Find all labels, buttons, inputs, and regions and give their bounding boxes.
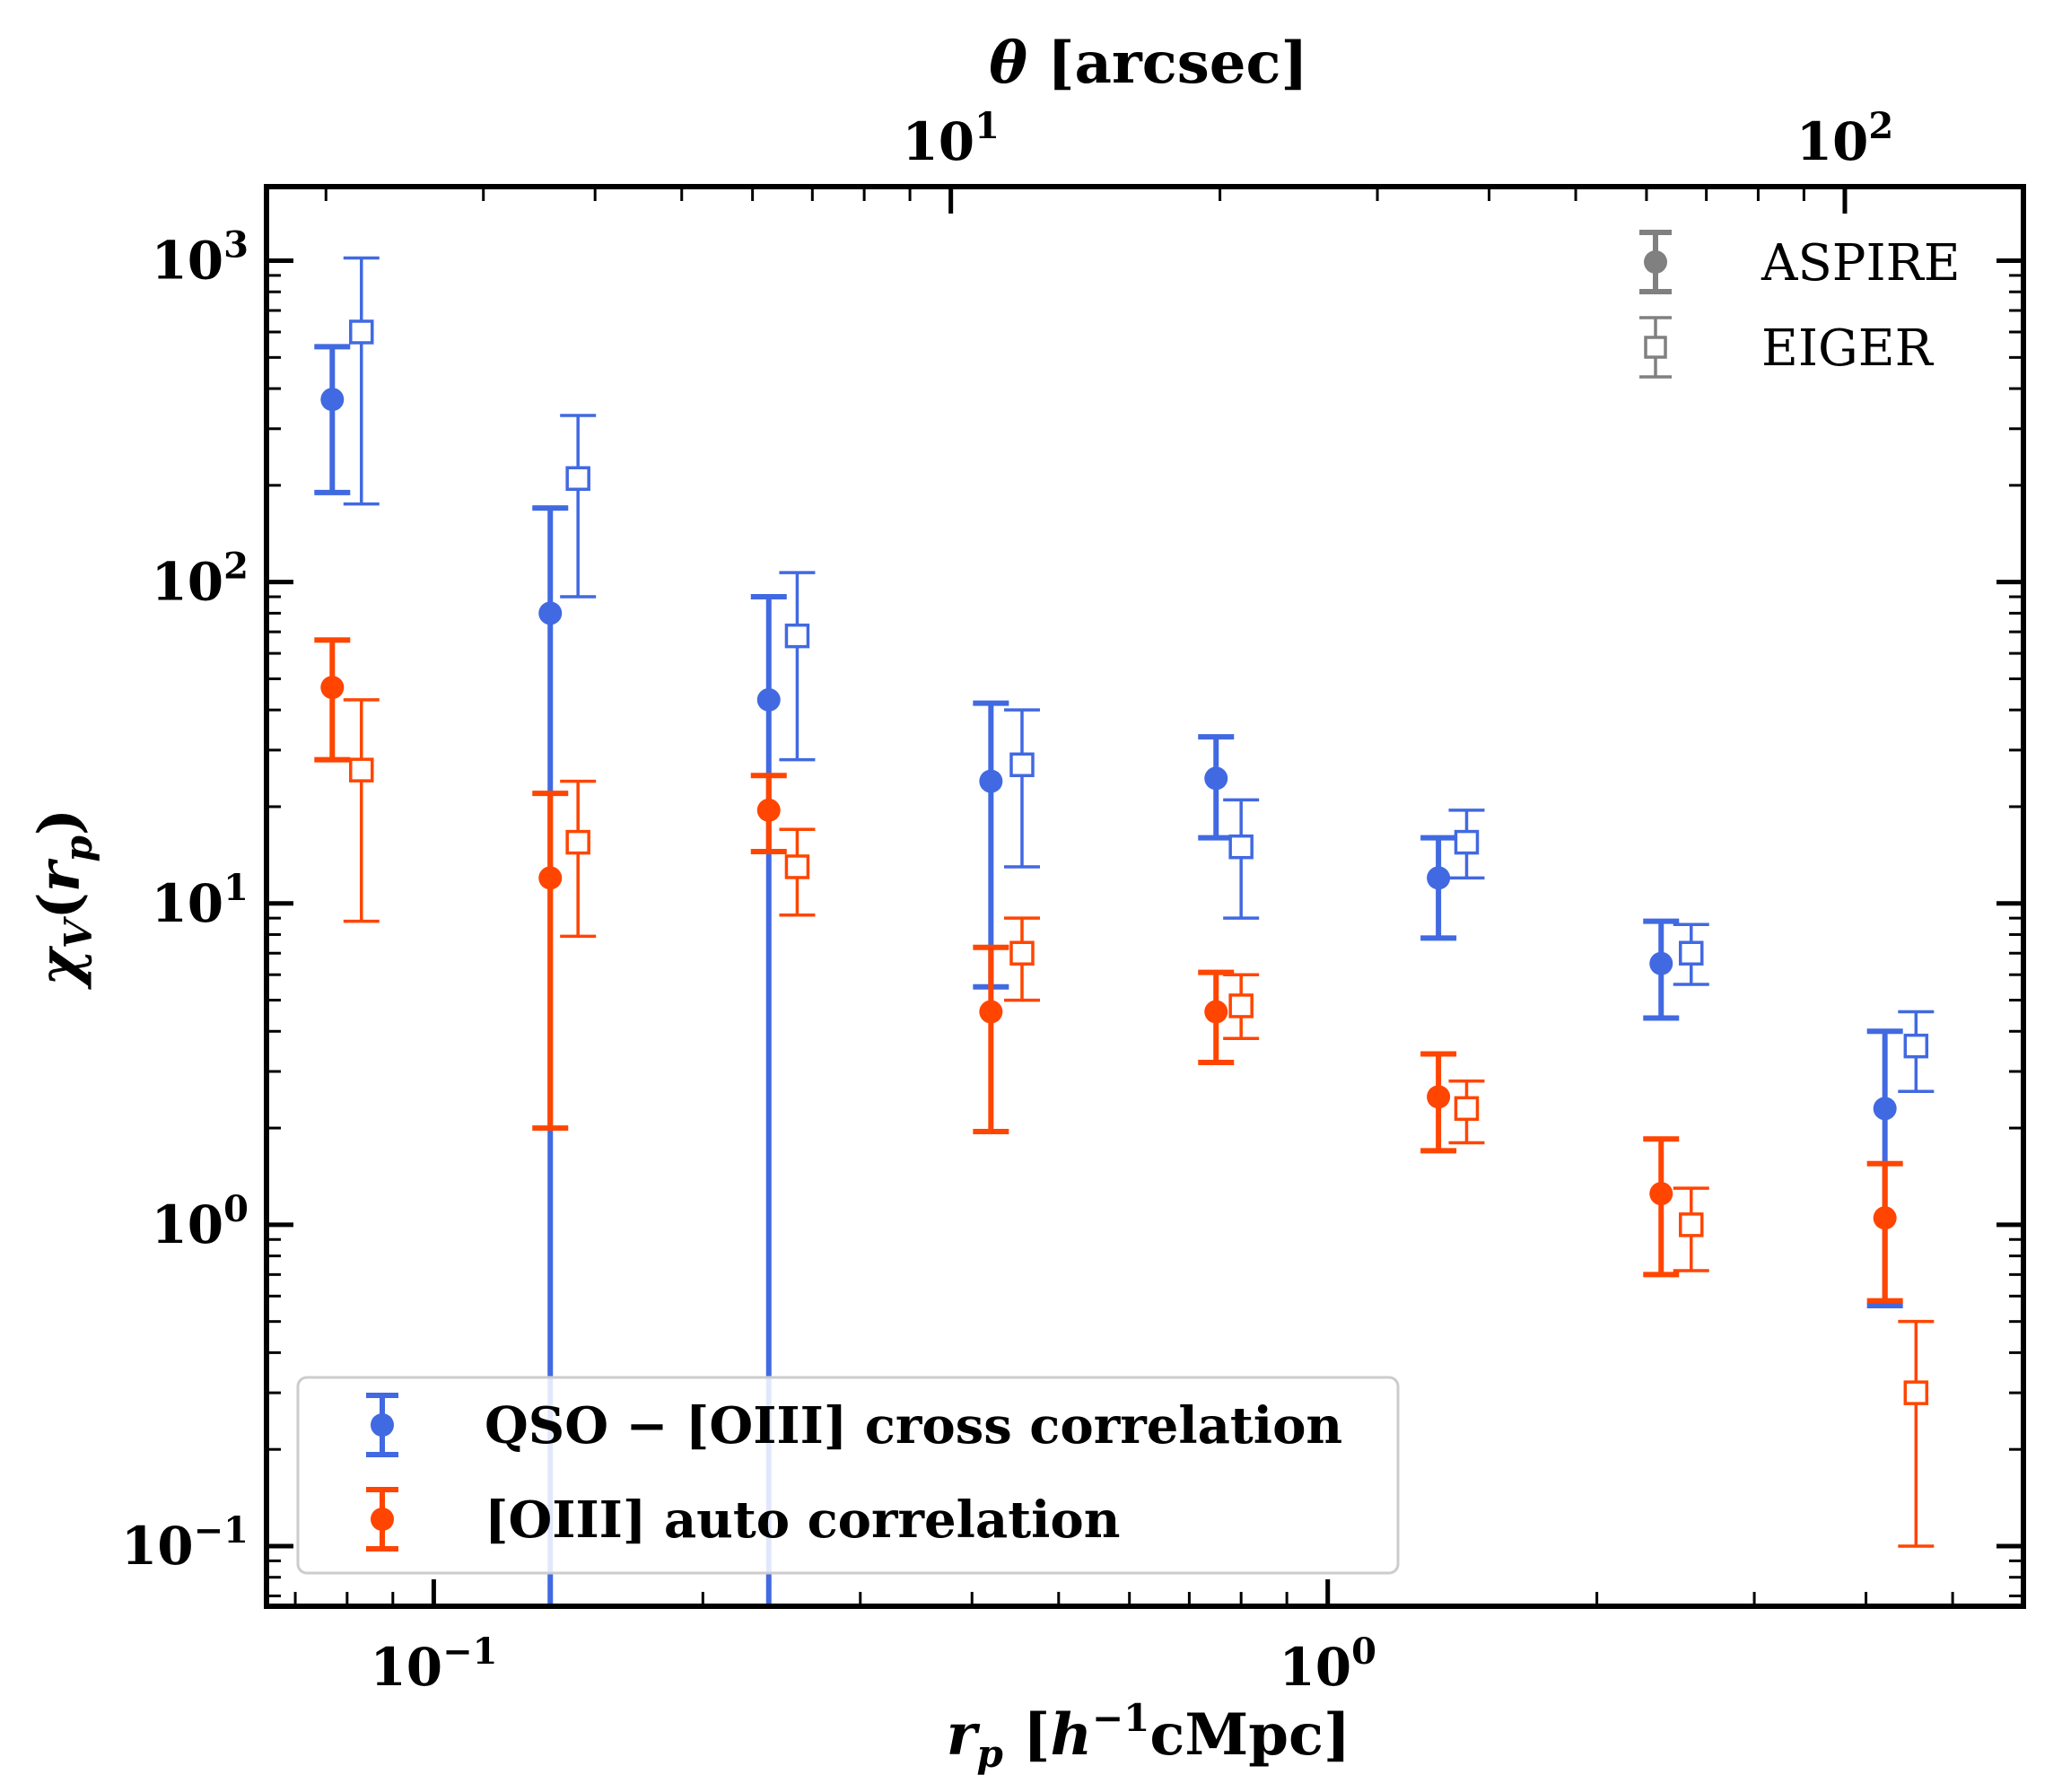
top-tick-label: 102	[1796, 105, 1894, 172]
data-point	[1228, 834, 1254, 860]
data-point	[1679, 1212, 1704, 1237]
x-tick-label: 100	[1279, 1630, 1376, 1698]
data-point	[320, 676, 345, 700]
x-axis-label: rp [h−1cMpc]	[947, 1696, 1350, 1776]
legend-box	[296, 1376, 1400, 1575]
legend-series-label: QSO − [OIII] cross correlation	[485, 1396, 1342, 1455]
data-point	[784, 623, 810, 649]
x-tick-label: 10−1	[370, 1630, 497, 1698]
data-point	[1903, 1380, 1929, 1405]
legend-series-entry: [OIII] auto correlation	[366, 1487, 1120, 1552]
data-point	[1454, 829, 1480, 855]
data-point	[538, 601, 563, 625]
data-layer	[314, 256, 1935, 1606]
y-tick-label: 103	[151, 224, 249, 292]
y-tick-label: 10−1	[121, 1509, 249, 1577]
data-point	[320, 388, 345, 412]
y-tick-label: 102	[151, 546, 249, 613]
series-1-eiger	[343, 256, 1935, 1094]
plot-frame	[264, 184, 2026, 1609]
data-point	[538, 866, 563, 890]
data-point	[979, 1000, 1003, 1024]
major-ticks	[266, 187, 2023, 1606]
data-point	[1649, 1182, 1673, 1206]
legend-series-marker	[371, 1413, 394, 1437]
data-point	[1427, 1085, 1451, 1109]
legend-surveys: ASPIRE EIGER	[1639, 230, 1961, 379]
legend-series-entry: QSO − [OIII] cross correlation	[366, 1393, 1342, 1457]
legend-survey-marker	[1644, 336, 1667, 359]
y-tick-label: 100	[151, 1188, 249, 1255]
y-tick-label: 101	[151, 867, 249, 934]
legend-survey-marker	[1644, 250, 1667, 274]
data-point	[784, 854, 810, 879]
data-point	[756, 798, 781, 822]
legend-series-marker	[371, 1508, 394, 1531]
data-point	[349, 319, 374, 345]
series-2-aspire	[314, 637, 1903, 1304]
legend-survey-label: EIGER	[1761, 319, 1935, 378]
data-point	[1204, 1000, 1228, 1024]
series-3-eiger	[343, 698, 1935, 1548]
legend-survey-aspire: ASPIRE	[1639, 230, 1961, 294]
legend-series-label: [OIII] auto correlation	[485, 1490, 1120, 1550]
data-point	[1204, 766, 1228, 791]
data-point	[1679, 940, 1704, 966]
data-point	[1903, 1033, 1929, 1059]
data-point	[1873, 1097, 1897, 1121]
data-point	[565, 829, 590, 855]
top-axis-label: θ [arcsec]	[989, 30, 1307, 97]
data-point	[979, 769, 1003, 793]
data-point	[1427, 866, 1451, 890]
data-point	[1873, 1206, 1897, 1230]
top-tick-label: 101	[902, 105, 1000, 172]
data-point	[1454, 1096, 1480, 1122]
data-point	[349, 757, 374, 782]
y-axis-label: χV(rp)	[26, 809, 100, 990]
data-point	[1009, 752, 1035, 778]
data-point	[565, 466, 590, 492]
legend-survey-eiger: EIGER	[1639, 316, 1935, 379]
data-point	[1649, 951, 1673, 975]
tick-labels: 10−1 100 101 102 10−1 100 101 102 103	[121, 105, 1893, 1698]
data-point	[1009, 940, 1035, 966]
data-point	[1228, 993, 1254, 1018]
data-point	[756, 687, 781, 712]
legend-series: QSO − [OIII] cross correlation [OIII] aut…	[296, 1376, 1400, 1575]
legend-survey-label: ASPIRE	[1761, 234, 1961, 293]
